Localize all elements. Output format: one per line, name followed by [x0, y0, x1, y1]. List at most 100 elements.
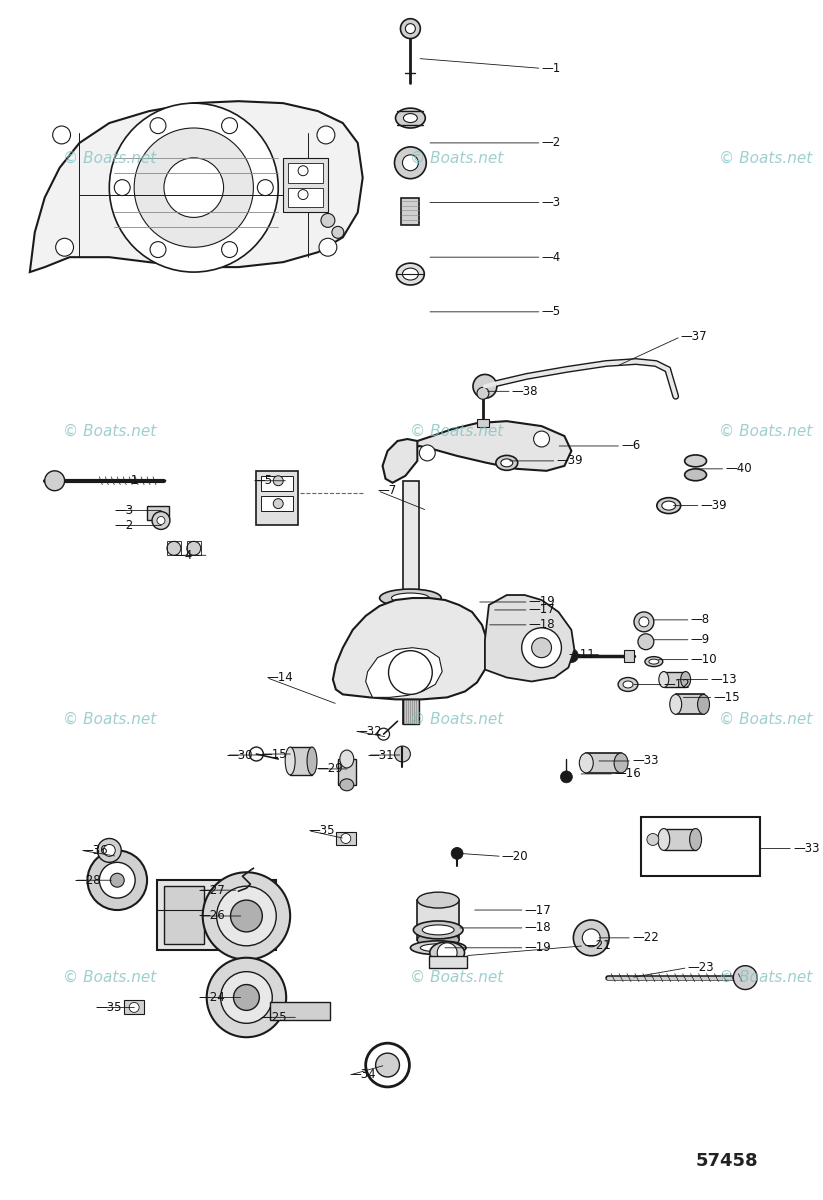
Bar: [187, 541, 201, 556]
Text: —7: —7: [378, 484, 397, 497]
Polygon shape: [406, 421, 571, 470]
Ellipse shape: [307, 748, 317, 775]
Circle shape: [565, 649, 579, 662]
Bar: [214, 886, 253, 944]
Circle shape: [375, 1054, 399, 1076]
Polygon shape: [383, 439, 417, 482]
Circle shape: [420, 445, 435, 461]
Text: —22: —22: [632, 931, 658, 944]
Bar: [676, 695, 704, 714]
Ellipse shape: [623, 680, 633, 688]
Text: —29: —29: [316, 762, 342, 775]
Circle shape: [388, 650, 432, 695]
Circle shape: [53, 126, 71, 144]
Circle shape: [583, 929, 600, 947]
Text: —13: —13: [710, 673, 737, 686]
Ellipse shape: [397, 263, 425, 286]
Ellipse shape: [430, 942, 464, 964]
Circle shape: [152, 511, 170, 529]
Text: —35: —35: [308, 824, 334, 838]
Ellipse shape: [670, 695, 681, 714]
Text: —3: —3: [542, 196, 560, 209]
Text: —33: —33: [793, 842, 820, 854]
Ellipse shape: [384, 613, 437, 637]
Polygon shape: [332, 598, 489, 700]
Text: —27: —27: [198, 883, 226, 896]
Ellipse shape: [340, 779, 354, 791]
Text: —32: —32: [356, 725, 383, 738]
Text: —14: —14: [267, 671, 293, 684]
Ellipse shape: [402, 268, 418, 280]
Bar: [624, 649, 634, 661]
Ellipse shape: [649, 659, 659, 664]
Circle shape: [56, 239, 73, 256]
Text: —31: —31: [368, 749, 394, 762]
Text: —28: —28: [75, 874, 101, 887]
Text: © Boats.net: © Boats.net: [63, 424, 156, 438]
Circle shape: [298, 166, 308, 175]
Circle shape: [164, 158, 224, 217]
Bar: [291, 748, 312, 775]
Circle shape: [202, 872, 291, 960]
Ellipse shape: [391, 665, 430, 680]
Circle shape: [733, 966, 757, 990]
Text: —2: —2: [114, 518, 133, 532]
Bar: [641, 817, 760, 876]
Circle shape: [639, 617, 649, 626]
Bar: [124, 1001, 144, 1014]
Circle shape: [258, 180, 273, 196]
Ellipse shape: [614, 754, 628, 773]
Circle shape: [150, 241, 166, 258]
Ellipse shape: [411, 941, 466, 955]
Text: —19: —19: [528, 595, 556, 608]
Ellipse shape: [391, 626, 430, 643]
Circle shape: [319, 239, 337, 256]
Ellipse shape: [422, 925, 454, 935]
Circle shape: [394, 146, 426, 179]
Text: © Boats.net: © Boats.net: [63, 150, 156, 166]
Text: —34: —34: [350, 1068, 376, 1081]
Circle shape: [234, 984, 259, 1010]
Circle shape: [522, 628, 561, 667]
Text: —15: —15: [714, 691, 740, 704]
Text: © Boats.net: © Boats.net: [63, 712, 156, 727]
Bar: [288, 163, 323, 182]
Ellipse shape: [690, 828, 701, 851]
Text: —18: —18: [528, 618, 556, 631]
Text: —4: —4: [542, 251, 560, 264]
Circle shape: [221, 241, 238, 258]
Ellipse shape: [393, 618, 427, 631]
Bar: [403, 481, 420, 725]
Circle shape: [532, 637, 551, 658]
Bar: [402, 198, 420, 226]
Text: —5: —5: [542, 305, 560, 318]
Text: —23: —23: [688, 961, 714, 974]
Polygon shape: [30, 101, 363, 272]
Ellipse shape: [579, 754, 593, 773]
Circle shape: [473, 374, 497, 398]
Text: —1: —1: [119, 474, 138, 487]
Circle shape: [87, 851, 147, 910]
Polygon shape: [485, 595, 574, 682]
Circle shape: [207, 958, 286, 1037]
Circle shape: [97, 839, 121, 863]
Bar: [288, 187, 323, 208]
Circle shape: [216, 886, 277, 946]
Bar: [262, 475, 293, 491]
Text: —24: —24: [198, 991, 226, 1004]
Text: —1: —1: [542, 62, 560, 74]
Text: © Boats.net: © Boats.net: [411, 424, 504, 438]
Text: —19: —19: [525, 941, 551, 954]
Bar: [262, 496, 293, 510]
Circle shape: [401, 19, 421, 38]
Text: —6: —6: [621, 439, 640, 452]
Bar: [477, 419, 489, 427]
Circle shape: [230, 900, 263, 932]
Text: © Boats.net: © Boats.net: [718, 712, 811, 727]
Circle shape: [44, 470, 64, 491]
Ellipse shape: [685, 469, 706, 481]
Circle shape: [167, 541, 181, 556]
Bar: [338, 758, 356, 785]
Text: —40: —40: [725, 462, 752, 475]
Circle shape: [634, 612, 653, 631]
